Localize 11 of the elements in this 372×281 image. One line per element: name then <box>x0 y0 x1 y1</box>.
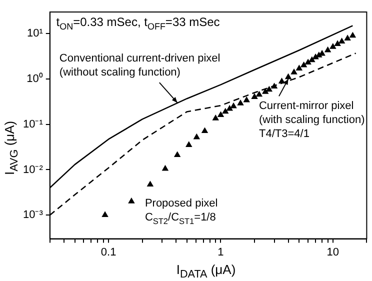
x-tick-label: 0.1 <box>100 246 116 258</box>
y-tick-label: 10⁻³ <box>22 209 44 222</box>
y-tick-label: 10¹ <box>26 28 44 40</box>
y-tick-label: 10⁰ <box>26 72 43 86</box>
y-tick-label: 10⁻² <box>22 164 44 176</box>
annotation: Conventional current-driven pixel (without scaling function) <box>59 52 220 79</box>
annotation: Current-mirror pixel (with scaling function) T4/T3=4/1 <box>258 100 365 140</box>
x-tick-label: 10 <box>326 246 340 258</box>
x-tick-label: 1 <box>218 246 224 258</box>
x-axis-title: I$_{DATA}$ (μA) <box>175 262 237 281</box>
y-tick-label: 10⁻¹ <box>22 118 44 130</box>
